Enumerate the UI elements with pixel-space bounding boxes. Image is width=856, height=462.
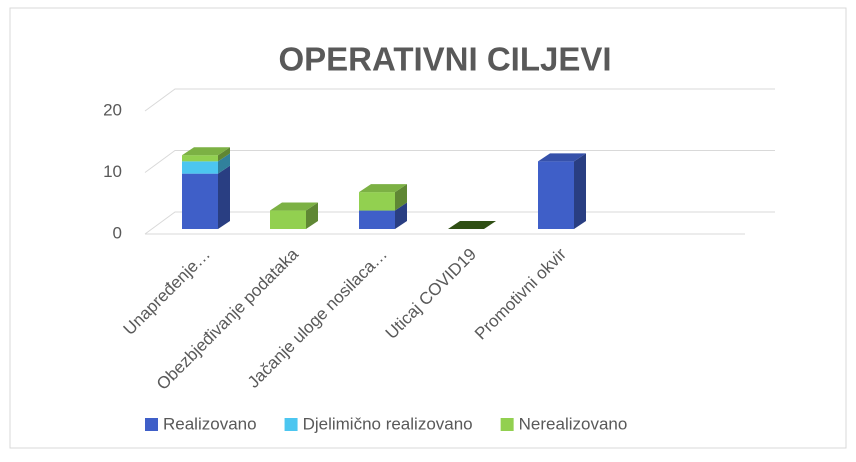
chart-title: OPERATIVNI CILJEVI	[278, 41, 611, 78]
bar-side	[218, 165, 230, 229]
legend-label: Realizovano	[163, 414, 257, 433]
bar-side	[395, 184, 407, 211]
legend-label: Nerealizovano	[519, 414, 628, 433]
bar-top	[270, 202, 318, 211]
y-tick-label: 10	[103, 162, 122, 181]
grid-line	[144, 88, 775, 112]
bar-side	[218, 147, 230, 162]
bar-side	[574, 153, 586, 229]
bar	[182, 173, 218, 229]
bar-side	[395, 202, 407, 229]
bar-side	[218, 153, 230, 174]
legend-swatch	[500, 418, 514, 431]
bar	[182, 161, 218, 174]
bar-top	[538, 153, 586, 162]
y-tick-label: 20	[103, 100, 122, 119]
bar	[538, 161, 574, 229]
bar	[182, 155, 218, 162]
bar-top	[182, 147, 230, 156]
bar-top	[448, 221, 496, 229]
y-tick-label: 0	[113, 223, 122, 242]
legend-swatch	[145, 418, 158, 431]
legend-label: Djelimično realizovano	[303, 414, 473, 433]
grid-line	[144, 150, 775, 173]
chart-border	[9, 7, 847, 449]
bar	[270, 210, 306, 229]
bar	[359, 192, 395, 211]
bar	[359, 210, 395, 229]
bar-top	[359, 184, 407, 193]
bar-side	[306, 202, 318, 229]
legend-swatch	[284, 418, 298, 431]
